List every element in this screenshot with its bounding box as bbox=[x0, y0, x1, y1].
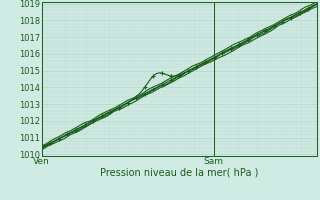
X-axis label: Pression niveau de la mer( hPa ): Pression niveau de la mer( hPa ) bbox=[100, 168, 258, 178]
